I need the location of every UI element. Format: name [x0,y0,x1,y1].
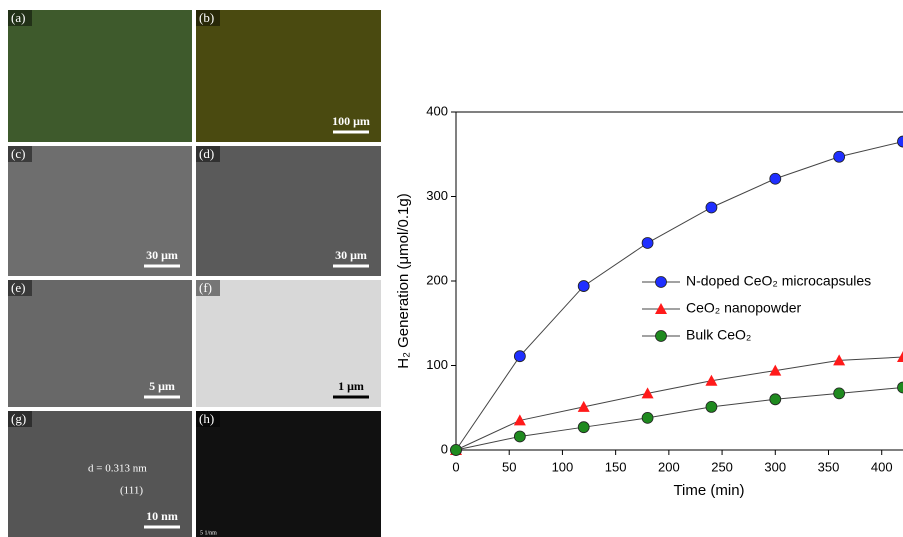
y-tick-label: 100 [426,357,448,372]
data-point [770,394,781,405]
data-point [706,202,717,213]
data-point [451,445,462,456]
panel-label: (d) [199,146,214,161]
y-tick-label: 200 [426,272,448,287]
data-point [770,173,781,184]
image-panel [196,411,381,537]
x-tick-label: 150 [605,459,627,474]
x-tick-label: 300 [764,459,786,474]
x-tick-label: 50 [502,459,516,474]
x-tick-label: 250 [711,459,733,474]
data-point [897,351,903,362]
data-point [578,422,589,433]
panel-note: 5 1/nm [200,530,217,536]
data-point [898,382,903,393]
x-tick-label: 100 [552,459,574,474]
scale-text: 100 μm [332,114,370,128]
data-point [834,388,845,399]
scale-text: 5 μm [149,379,175,393]
panel-label: (c) [11,146,25,161]
data-point [514,351,525,362]
panel-label: (b) [199,10,214,25]
data-point [578,281,589,292]
image-panel [8,10,192,142]
data-point [642,237,653,248]
scale-text: 10 nm [146,509,178,523]
data-point [834,151,845,162]
x-tick-label: 350 [818,459,840,474]
data-point [514,431,525,442]
series-line [456,142,903,450]
data-point [898,136,903,147]
panel-label: (a) [11,10,25,25]
scale-text: 1 μm [338,379,364,393]
panel-note: d = 0.313 nm [88,463,147,475]
y-tick-label: 400 [426,103,448,118]
y-tick-label: 0 [441,441,448,456]
panel-note: (111) [120,485,143,497]
legend-marker [656,277,667,288]
data-point [706,401,717,412]
x-tick-label: 200 [658,459,680,474]
y-axis-label: H₂ Generation (μmol/0.1g) [395,193,412,368]
data-point [642,412,653,423]
legend-marker [656,331,667,342]
scale-text: 30 μm [146,248,178,262]
scale-text: 30 μm [335,248,367,262]
legend-label: N-doped CeO₂ microcapsules [686,273,871,289]
x-axis-label: Time (min) [673,482,744,499]
chart: 0 100 200 300 400 0 50 100 150 200 250 300 350 400 Tim… [395,103,903,499]
panel-label: (f) [199,280,212,295]
legend-label: CeO₂ nanopowder [686,300,802,316]
figure: (a) (b) 100 μm (c) 30 μm (d) 30 μm (e) 5 μm (f) 1 … [0,0,903,537]
panel-label: (h) [199,411,214,426]
panel-label: (g) [11,411,26,426]
x-tick-label: 0 [452,459,459,474]
panel-label: (e) [11,280,25,295]
legend-label: Bulk CeO₂ [686,327,751,343]
x-tick-label: 400 [871,459,893,474]
y-tick-label: 300 [426,188,448,203]
